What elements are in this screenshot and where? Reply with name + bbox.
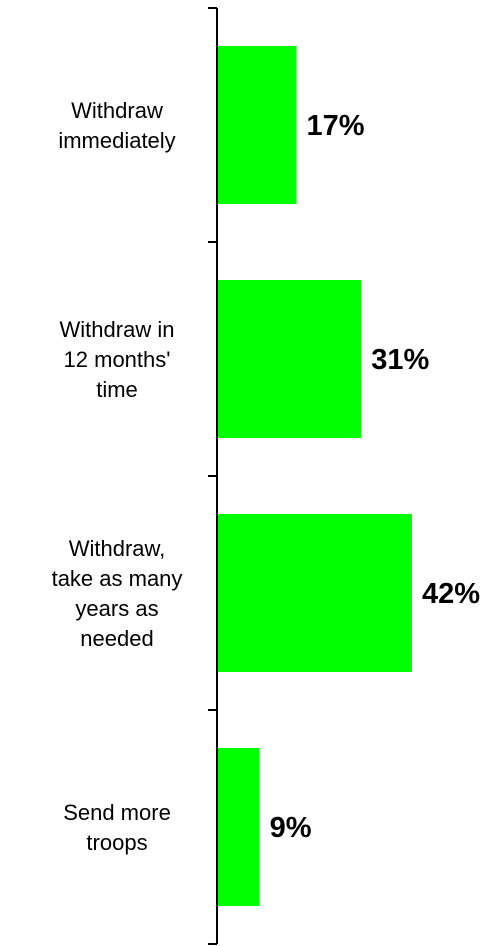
value-label: 17% <box>307 110 365 142</box>
bar <box>218 748 260 906</box>
category-labels: Withdraw immediately Withdraw in 12 months'… <box>52 98 183 855</box>
category-label: Withdraw immediately <box>58 98 175 153</box>
category-label-line: troops <box>86 830 147 855</box>
category-label-line: needed <box>80 626 153 651</box>
category-label: Withdraw in 12 months' time <box>60 317 175 402</box>
bar <box>218 514 412 672</box>
category-label-line: Withdraw <box>71 98 163 123</box>
category-label-line: Withdraw, <box>69 536 166 561</box>
value-labels: 17% 31% 42% 9% <box>270 110 481 844</box>
category-label: Withdraw, take as many years as needed <box>52 536 183 651</box>
category-label-line: years as <box>75 596 158 621</box>
category-label-line: immediately <box>58 128 175 153</box>
bars-group <box>218 46 412 906</box>
value-label: 9% <box>270 812 312 844</box>
category-label-line: Withdraw in <box>60 317 175 342</box>
axis-ticks <box>208 7 217 945</box>
value-label: 31% <box>371 344 429 376</box>
bar <box>218 46 297 204</box>
category-label: Send more troops <box>63 800 171 855</box>
bar <box>218 280 362 438</box>
category-label-line: time <box>96 377 138 402</box>
value-label: 42% <box>422 578 480 610</box>
category-label-line: take as many <box>52 566 183 591</box>
category-label-line: 12 months' <box>64 347 171 372</box>
category-label-line: Send more <box>63 800 171 825</box>
